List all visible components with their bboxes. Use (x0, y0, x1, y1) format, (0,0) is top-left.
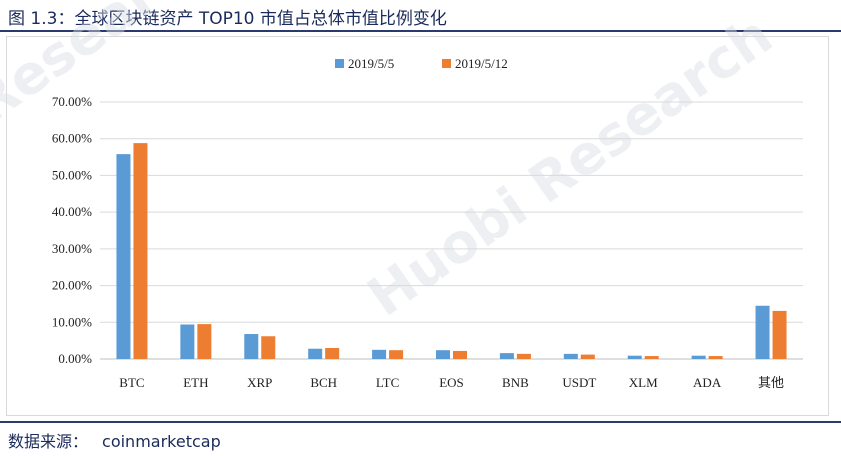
y-tick-label: 70.00% (52, 94, 92, 109)
legend-swatch (335, 59, 344, 68)
bar-series1 (563, 353, 578, 359)
figure-title: 图 1.3：全球区块链资产 TOP10 市值占总体市值比例变化 (8, 9, 447, 29)
x-tick-label: ADA (693, 375, 722, 390)
x-tick-label: BCH (310, 375, 337, 390)
grid-lines (100, 101, 803, 360)
bar-series1 (372, 349, 387, 359)
bar-series2 (644, 356, 659, 359)
source-value: coinmarketcap (102, 432, 221, 451)
y-tick-label: 20.00% (52, 278, 92, 293)
bar-series1 (627, 355, 642, 359)
bar-series2 (261, 336, 276, 359)
bar-series2 (389, 350, 404, 359)
y-tick-label: 40.00% (52, 204, 92, 219)
top-rule (0, 30, 841, 32)
bar-series1 (244, 334, 259, 359)
source-note: 数据来源： coinmarketcap (8, 428, 221, 452)
bar-group (116, 143, 787, 359)
x-tick-label: ETH (183, 375, 208, 390)
legend: 2019/5/5 2019/5/12 (335, 56, 508, 71)
x-tick-label: USDT (562, 375, 596, 390)
watermark-main: Huobi Research (356, 3, 783, 328)
bar-series1 (755, 305, 770, 359)
bar-series2 (708, 356, 723, 359)
bar-series2 (133, 143, 148, 359)
plot-frame (6, 36, 829, 416)
bar-series2 (516, 353, 531, 359)
x-tick-label: BNB (502, 375, 529, 390)
bar-series1 (436, 350, 450, 359)
bar-series2 (453, 350, 467, 359)
bar-series2 (197, 324, 212, 359)
x-tick-label: XLM (629, 375, 658, 390)
y-tick-label: 10.00% (52, 314, 92, 329)
x-tick-label: XRP (247, 375, 272, 390)
y-tick-label: 30.00% (52, 241, 92, 256)
legend-label: 2019/5/12 (455, 56, 508, 71)
bar-series1 (180, 324, 195, 359)
y-tick-label: 0.00% (58, 351, 92, 366)
bar-series1 (116, 154, 131, 359)
x-tick-label: EOS (439, 375, 464, 390)
bar-series2 (772, 310, 787, 359)
y-tick-label: 50.00% (52, 167, 92, 182)
bottom-rule (0, 421, 841, 423)
x-tick-label: 其他 (758, 375, 784, 390)
source-label: 数据来源： (8, 432, 89, 451)
x-tick-label: BTC (119, 375, 144, 390)
bar-series2 (580, 354, 595, 359)
bar-series1 (308, 348, 323, 359)
x-tick-label: LTC (376, 375, 399, 390)
bar-series1 (499, 353, 514, 359)
y-tick-label: 60.00% (52, 131, 92, 146)
legend-swatch (442, 59, 451, 68)
bar-series2 (325, 347, 340, 359)
y-axis: 0.00% 10.00% 20.00% 30.00% 40.00% 50.00% 60.00… (52, 94, 92, 366)
legend-label: 2019/5/5 (348, 56, 394, 71)
x-axis: BTC ETH XRP BCH LTC EOS BNB USDT XLM ADA 其他 (119, 375, 784, 390)
watermark-left: Research (0, 0, 227, 136)
bar-series1 (691, 355, 706, 359)
